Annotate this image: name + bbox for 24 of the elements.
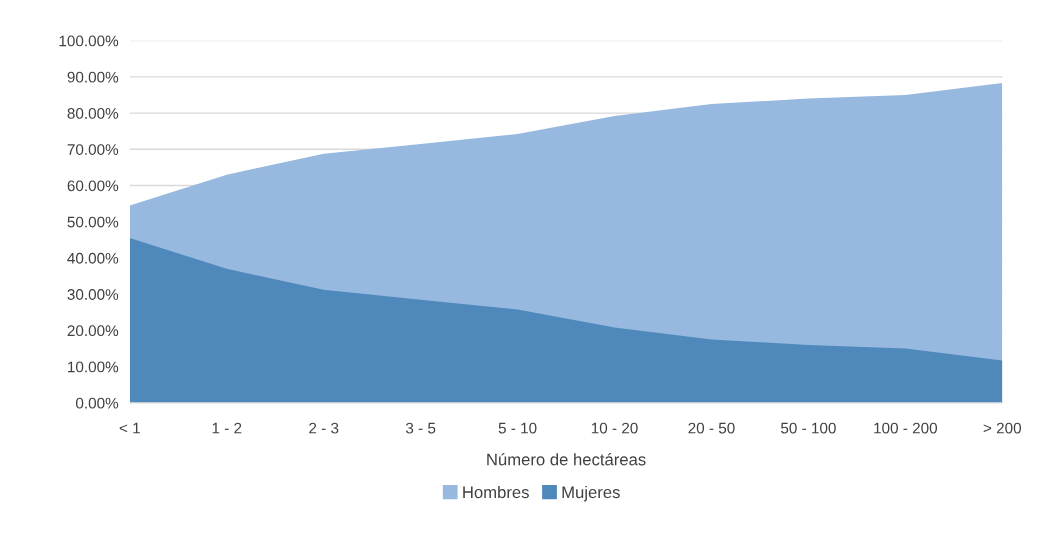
x-tick-label: 10 - 20 <box>591 422 638 434</box>
y-tick-label: 60.00% <box>67 180 119 192</box>
x-tick-label: < 1 <box>119 422 140 434</box>
x-tick-label: 3 - 5 <box>405 422 436 434</box>
x-tick-label: 100 - 200 <box>874 422 938 434</box>
y-tick-label: 10.00% <box>68 361 119 373</box>
y-tick-label: 40.00% <box>67 252 119 264</box>
x-tick-label: > 200 <box>983 422 1022 434</box>
x-tick-label: 5 - 10 <box>498 422 537 434</box>
x-tick-label: 1 - 2 <box>212 422 242 434</box>
x-axis-title: Número de hectáreas <box>487 453 646 466</box>
y-tick-label: 30.00% <box>67 289 119 300</box>
y-tick-label: 80.00% <box>67 107 119 119</box>
legend-label: Mujeres <box>562 485 620 502</box>
y-tick-label: 0.00% <box>75 397 119 409</box>
x-tick-label: 50 - 100 <box>780 422 836 434</box>
legend-label: Hombres <box>463 485 529 499</box>
x-tick-label: 2 - 3 <box>309 422 339 434</box>
y-tick-label: 70.00% <box>67 144 119 155</box>
x-tick-label: 20 - 50 <box>688 422 735 434</box>
y-tick-label: 50.00% <box>67 216 119 228</box>
y-tick-label: 20.00% <box>67 325 119 337</box>
y-tick-label: 100.00% <box>59 35 119 47</box>
y-tick-label: 90.00% <box>67 71 119 83</box>
